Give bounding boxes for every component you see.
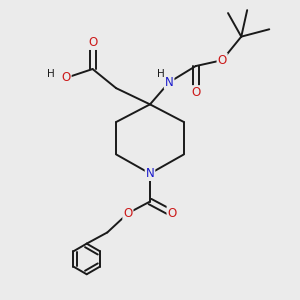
Text: O: O: [88, 36, 97, 49]
Text: H: H: [47, 69, 55, 79]
Text: H: H: [157, 69, 165, 79]
Text: O: O: [218, 54, 227, 67]
Text: O: O: [123, 207, 133, 220]
Text: O: O: [61, 71, 71, 84]
Text: O: O: [167, 207, 177, 220]
Text: N: N: [146, 167, 154, 180]
Text: N: N: [165, 76, 173, 89]
Text: O: O: [191, 86, 200, 99]
